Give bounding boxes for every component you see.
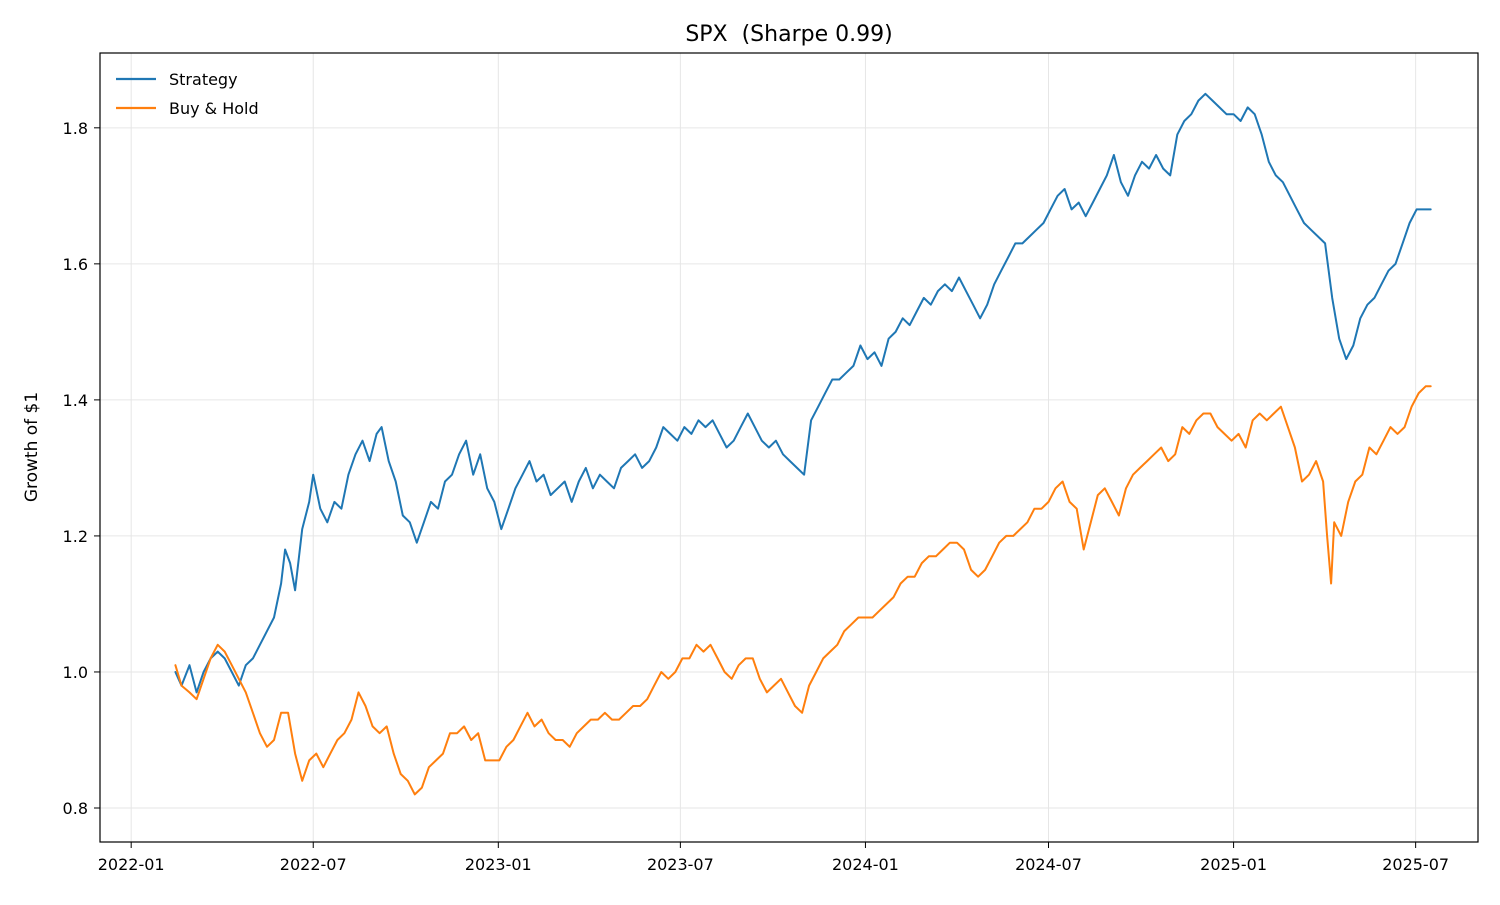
y-tick-label: 1.0 [63,663,88,682]
y-tick-label: 1.6 [63,255,88,274]
y-axis: 0.8 1.0 1.2 1.4 1.6 1.8 [63,119,100,818]
x-tick-label: 2025-01 [1200,855,1267,874]
x-tick-label: 2023-07 [647,855,714,874]
x-tick-label: 2022-07 [280,855,347,874]
y-tick-label: 0.8 [63,799,88,818]
x-axis: 2022-01 2022-07 2023-01 2023-07 2024-01 2024-… [98,842,1449,874]
series-line-strategy [174,92,1432,694]
legend-label-buy-hold: Buy & Hold [169,99,259,118]
y-tick-label: 1.2 [63,527,88,546]
x-tick-label: 2025-07 [1382,855,1449,874]
x-tick-label: 2024-01 [832,855,899,874]
grid-layer [100,53,1478,842]
legend: Strategy Buy & Hold [116,70,259,118]
legend-label-strategy: Strategy [169,70,238,89]
y-axis-title: Growth of $1 [22,392,42,502]
series-layer [174,92,1432,796]
x-tick-label: 2024-07 [1015,855,1082,874]
chart-title: SPX (Sharpe 0.99) [685,22,892,47]
series-line-buy-hold [174,385,1432,796]
x-tick-label: 2022-01 [98,855,165,874]
plot-frame [99,52,1479,843]
x-tick-label: 2023-01 [465,855,532,874]
y-tick-label: 1.8 [63,119,88,138]
y-tick-label: 1.4 [63,391,88,410]
